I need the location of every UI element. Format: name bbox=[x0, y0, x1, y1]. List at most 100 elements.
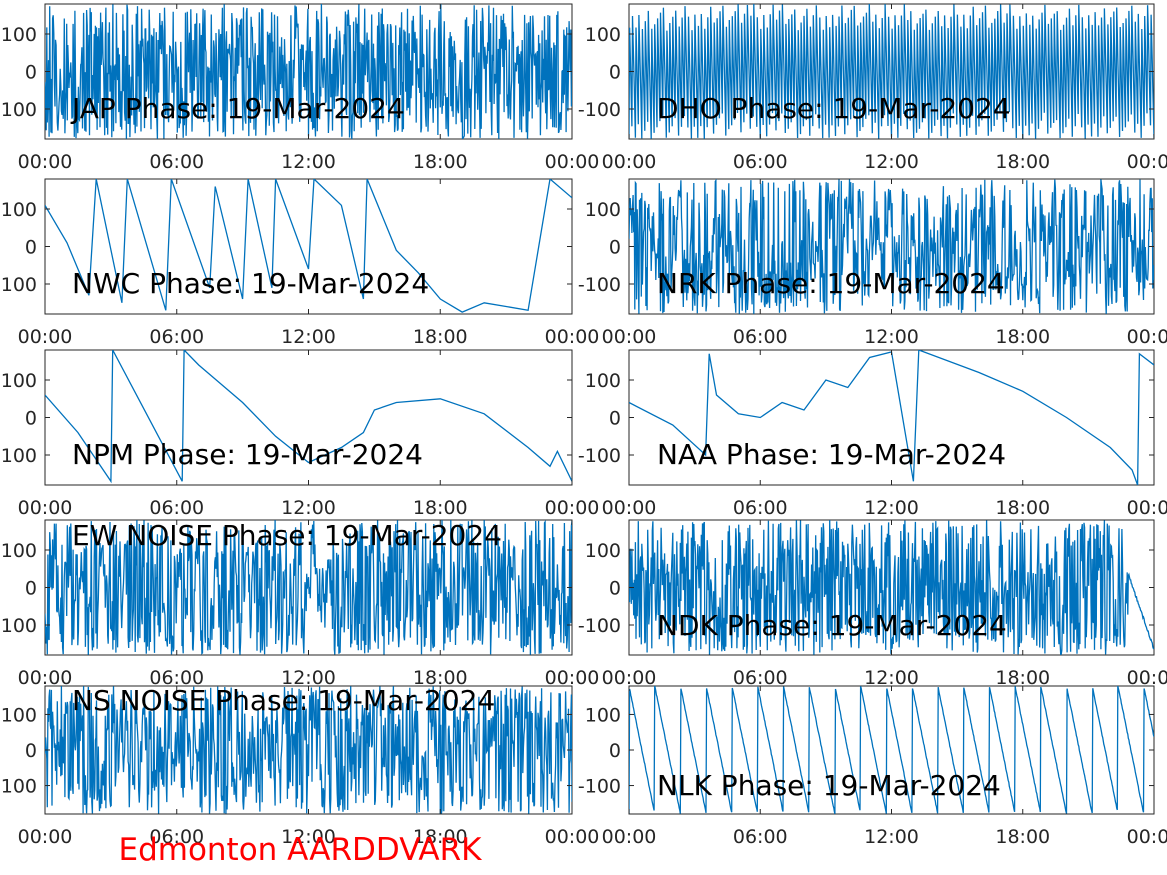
x-tick-label: 12:00 bbox=[864, 326, 919, 348]
x-tick-label: 12:00 bbox=[864, 826, 919, 848]
x-tick-label: 00:00 bbox=[1127, 826, 1167, 848]
y-tick-label: -100 bbox=[578, 615, 621, 637]
station-caption: Edmonton AARDDVARK bbox=[118, 832, 482, 868]
y-tick-label: -100 bbox=[578, 99, 621, 121]
panel-title-nrk: NRK Phase: 19-Mar-2024 bbox=[657, 267, 1005, 300]
y-tick-label: -100 bbox=[578, 776, 621, 798]
y-tick-label: 0 bbox=[609, 62, 621, 84]
panel-ndk: 100 0 -100 00:00 06:00 12:00 18:00 00:00 NDK Pha… bbox=[578, 519, 1167, 689]
panel-dho: 100 0 -100 00:00 06:00 12:00 18:00 00:00 DHO Pha… bbox=[578, 3, 1167, 173]
panel-ew-noise: 100 0 -100 00:00 06:00 12:00 18:00 00:00 EW NOIS… bbox=[0, 519, 599, 689]
x-tick-label: 06:00 bbox=[149, 497, 204, 519]
series-line-naa bbox=[629, 350, 1154, 485]
y-tick-label: 100 bbox=[585, 704, 621, 726]
x-tick-label: 18:00 bbox=[995, 497, 1050, 519]
y-tick-label: 0 bbox=[609, 740, 621, 762]
y-tick-label: -100 bbox=[0, 776, 37, 798]
y-tick-label: 100 bbox=[1, 540, 37, 562]
x-tick-label: 00:00 bbox=[545, 667, 600, 689]
x-tick-label: 18:00 bbox=[995, 826, 1050, 848]
panel-ns-noise: 100 0 -100 00:00 06:00 12:00 18:00 00:00 NS NOIS… bbox=[0, 684, 599, 848]
y-tick-label: -100 bbox=[0, 445, 37, 467]
x-tick-label: 00:00 bbox=[1127, 326, 1167, 348]
y-tick-label: 100 bbox=[585, 370, 621, 392]
x-tick-label: 00:00 bbox=[545, 151, 600, 173]
x-tick-label: 06:00 bbox=[733, 326, 788, 348]
x-tick-label: 00:00 bbox=[18, 151, 73, 173]
series-line-ndk bbox=[629, 520, 1154, 655]
x-tick-label: 12:00 bbox=[864, 497, 919, 519]
x-tick-label: 06:00 bbox=[149, 151, 204, 173]
x-tick-label: 00:00 bbox=[602, 497, 657, 519]
panel-npm: 100 0 -100 00:00 06:00 12:00 18:00 00:00 NPM Pha… bbox=[0, 349, 600, 519]
x-tick-label: 18:00 bbox=[413, 667, 468, 689]
x-tick-label: 00:00 bbox=[18, 667, 73, 689]
series-line-ns-noise bbox=[45, 686, 572, 814]
panels: 100 0 -100 00:00 06:00 12:00 18:00 00:00 JAP Pha… bbox=[0, 3, 1167, 848]
panel-nlk: 100 0 -100 00:00 06:00 12:00 18:00 00:00 NLK Pha… bbox=[578, 685, 1167, 848]
x-tick-label: 06:00 bbox=[733, 826, 788, 848]
panel-title-nlk: NLK Phase: 19-Mar-2024 bbox=[657, 769, 1001, 802]
y-tick-label: 0 bbox=[25, 237, 37, 259]
series-line-npm bbox=[45, 350, 572, 484]
x-tick-label: 00:00 bbox=[1127, 497, 1167, 519]
x-tick-label: 18:00 bbox=[413, 826, 468, 848]
x-tick-label: 00:00 bbox=[18, 497, 73, 519]
x-tick-label: 00:00 bbox=[602, 667, 657, 689]
x-tick-label: 12:00 bbox=[864, 667, 919, 689]
x-tick-label: 06:00 bbox=[733, 151, 788, 173]
y-tick-label: -100 bbox=[578, 445, 621, 467]
panel-title-npm: NPM Phase: 19-Mar-2024 bbox=[72, 438, 423, 471]
panel-title-jap: JAP Phase: 19-Mar-2024 bbox=[70, 92, 405, 125]
series-line-nlk bbox=[629, 686, 1154, 814]
panel-nwc: 100 0 -100 00:00 06:00 12:00 18:00 00:00 NWC Pha… bbox=[0, 178, 599, 348]
x-tick-label: 18:00 bbox=[995, 151, 1050, 173]
panel-naa: 100 0 -100 00:00 06:00 12:00 18:00 00:00 NAA Pha… bbox=[578, 349, 1167, 519]
x-tick-label: 06:00 bbox=[149, 826, 204, 848]
x-tick-label: 12:00 bbox=[281, 326, 336, 348]
x-tick-label: 06:00 bbox=[733, 667, 788, 689]
y-tick-label: 100 bbox=[1, 199, 37, 221]
x-tick-label: 18:00 bbox=[413, 497, 468, 519]
y-tick-label: 0 bbox=[25, 740, 37, 762]
x-tick-label: 18:00 bbox=[413, 326, 468, 348]
panel-nrk: 100 0 -100 00:00 06:00 12:00 18:00 00:00 NRK Pha… bbox=[578, 178, 1167, 348]
x-tick-label: 12:00 bbox=[864, 151, 919, 173]
x-tick-label: 00:00 bbox=[18, 826, 73, 848]
panel-title-dho: DHO Phase: 19-Mar-2024 bbox=[657, 92, 1011, 125]
panel-title-ndk: NDK Phase: 19-Mar-2024 bbox=[657, 609, 1007, 642]
x-tick-label: 00:00 bbox=[545, 497, 600, 519]
panel-title-ns-noise: NS NOISE Phase: 19-Mar-2024 bbox=[72, 684, 495, 717]
y-tick-label: -100 bbox=[0, 99, 37, 121]
y-tick-label: -100 bbox=[0, 274, 37, 296]
y-tick-label: 0 bbox=[609, 408, 621, 430]
x-tick-label: 00:00 bbox=[602, 151, 657, 173]
y-tick-label: 0 bbox=[609, 578, 621, 600]
x-tick-label: 00:00 bbox=[602, 326, 657, 348]
x-tick-label: 12:00 bbox=[281, 151, 336, 173]
panel-title-naa: NAA Phase: 19-Mar-2024 bbox=[657, 438, 1006, 471]
x-tick-label: 18:00 bbox=[413, 151, 468, 173]
x-tick-label: 18:00 bbox=[995, 667, 1050, 689]
panel-jap: 100 0 -100 00:00 06:00 12:00 18:00 00:00 JAP Pha… bbox=[0, 3, 600, 173]
x-tick-label: 06:00 bbox=[733, 497, 788, 519]
x-tick-label: 18:00 bbox=[995, 326, 1050, 348]
y-tick-label: 100 bbox=[1, 704, 37, 726]
y-tick-label: 0 bbox=[25, 408, 37, 430]
x-tick-label: 00:00 bbox=[18, 326, 73, 348]
x-tick-label: 06:00 bbox=[149, 326, 204, 348]
x-tick-label: 00:00 bbox=[1127, 667, 1167, 689]
x-tick-label: 06:00 bbox=[149, 667, 204, 689]
x-tick-label: 12:00 bbox=[281, 497, 336, 519]
y-tick-label: 100 bbox=[1, 370, 37, 392]
y-tick-label: 100 bbox=[585, 199, 621, 221]
panel-title-nwc: NWC Phase: 19-Mar-2024 bbox=[72, 267, 429, 300]
y-tick-label: 100 bbox=[585, 24, 621, 46]
series-line-ew-noise bbox=[45, 520, 572, 655]
x-tick-label: 12:00 bbox=[281, 826, 336, 848]
x-tick-label: 00:00 bbox=[1127, 151, 1167, 173]
y-tick-label: -100 bbox=[0, 615, 37, 637]
y-tick-label: 100 bbox=[585, 540, 621, 562]
y-tick-label: 0 bbox=[609, 237, 621, 259]
